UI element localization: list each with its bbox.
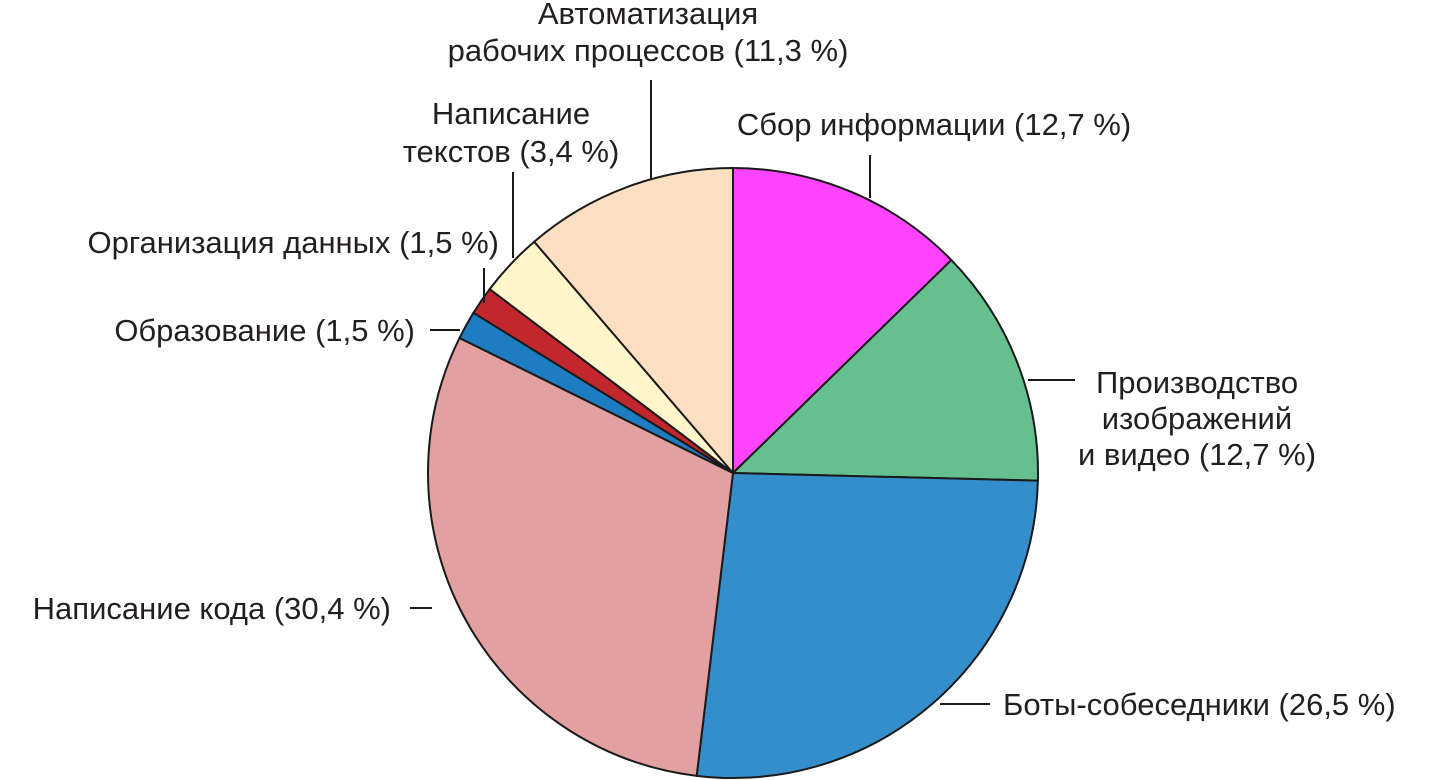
slice-label-line: Сбор информации (12,7 %) <box>737 107 1131 142</box>
slice-label: Сбор информации (12,7 %) <box>737 107 1131 142</box>
leader-lines <box>410 80 1075 705</box>
pie-slice <box>732 167 953 474</box>
slice-label: Написание кода (30,4 %) <box>33 591 391 626</box>
slice-label-line: текстов (3,4 %) <box>403 134 620 169</box>
slice-label-line: Образование (1,5 %) <box>114 313 415 348</box>
slice-label-line: Организация данных (1,5 %) <box>88 225 499 260</box>
slice-label: Образование (1,5 %) <box>114 313 415 348</box>
slice-label-line: Написание <box>432 96 590 131</box>
pie-slice <box>533 167 734 474</box>
pie-slice <box>427 336 734 777</box>
slice-labels: Сбор информации (12,7 %) Производство изоб… <box>33 0 1396 722</box>
slice-label-line: Написание кода (30,4 %) <box>33 591 391 626</box>
slice-label: Организация данных (1,5 %) <box>88 225 499 260</box>
slice-label: Автоматизация рабочих процессов (11,3 %) <box>448 0 849 68</box>
slice-label: Производство изображений и видео (12,7 %) <box>1078 365 1316 472</box>
slice-label-line: и видео (12,7 %) <box>1078 437 1316 472</box>
slice-label-line: изображений <box>1102 401 1292 436</box>
slice-label: Написание текстов (3,4 %) <box>403 96 620 169</box>
pie-slice <box>695 472 1039 779</box>
pie-slice <box>732 259 1039 482</box>
slice-label-line: Автоматизация <box>538 0 758 31</box>
slice-label-line: рабочих процессов (11,3 %) <box>448 33 849 68</box>
slice-label-line: Боты-собеседники (26,5 %) <box>1003 687 1396 722</box>
slice-label: Боты-собеседники (26,5 %) <box>1003 687 1396 722</box>
pie-slices <box>427 167 1039 779</box>
slice-label-line: Производство <box>1096 365 1298 400</box>
